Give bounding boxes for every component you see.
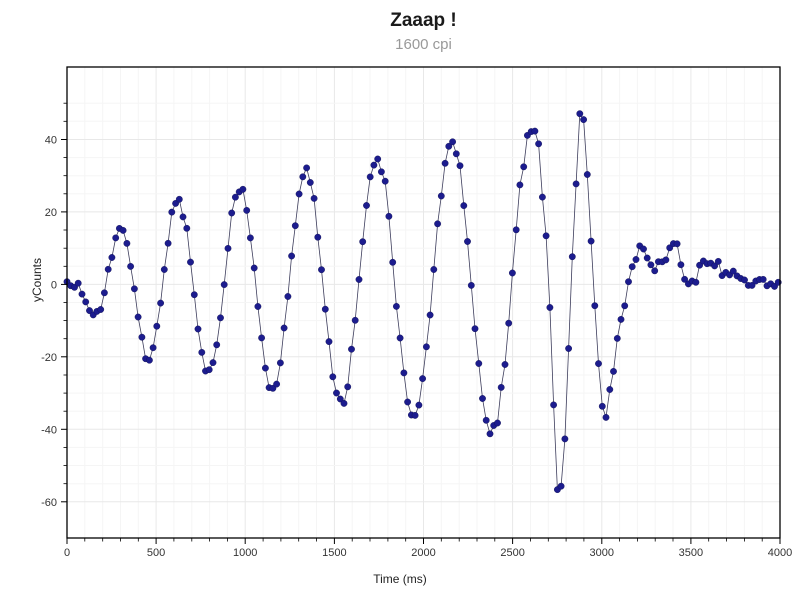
svg-text:0: 0 bbox=[51, 279, 57, 291]
svg-text:3500: 3500 bbox=[679, 547, 703, 559]
svg-text:-60: -60 bbox=[41, 497, 57, 509]
svg-text:-40: -40 bbox=[41, 424, 57, 436]
svg-text:4000: 4000 bbox=[768, 547, 792, 559]
svg-text:0: 0 bbox=[64, 547, 70, 559]
svg-text:1000: 1000 bbox=[233, 547, 257, 559]
svg-text:40: 40 bbox=[45, 135, 57, 147]
svg-text:1500: 1500 bbox=[322, 547, 346, 559]
svg-text:500: 500 bbox=[147, 547, 165, 559]
svg-text:3000: 3000 bbox=[590, 547, 614, 559]
svg-text:2500: 2500 bbox=[500, 547, 524, 559]
svg-text:2000: 2000 bbox=[411, 547, 435, 559]
